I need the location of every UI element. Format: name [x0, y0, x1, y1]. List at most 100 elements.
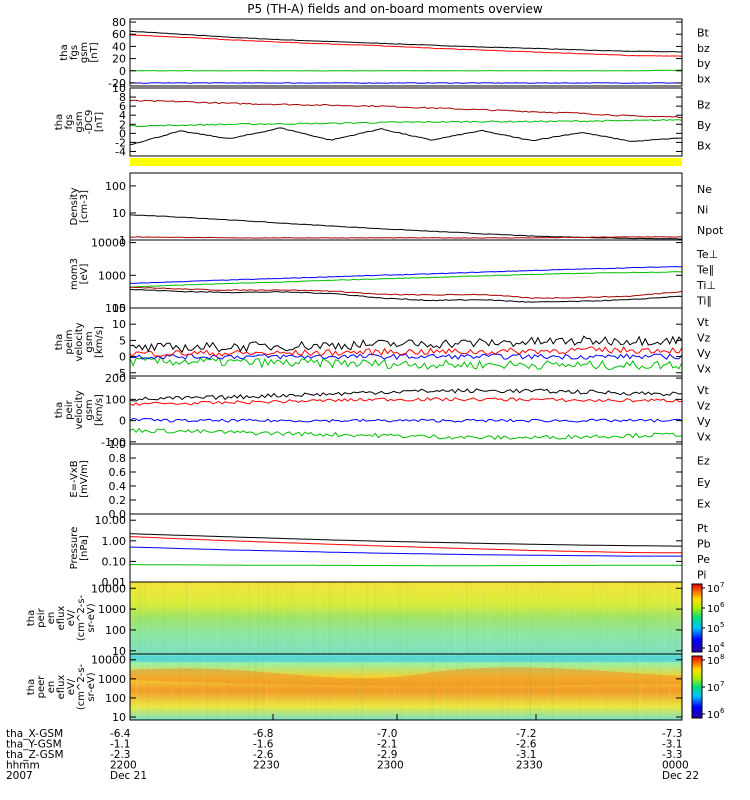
y-tick-label: 1000: [98, 673, 126, 686]
legend-label: Pb: [697, 537, 711, 550]
y-label-line: gsm: [84, 399, 95, 420]
panel-efield: 0.00.20.40.60.81.0 E=-VxB [mV/m] Ez Ey Ex: [69, 438, 711, 521]
colorbar-tick-exponent: 8: [720, 653, 724, 661]
ephemeris-axis: tha_X-GSM -6.4 -6.8 -7.0 -7.2 -7.3 tha_Y-GSM -1…: [6, 714, 699, 782]
y-tick-label: -100: [101, 436, 126, 449]
y-tick-label: 10000: [91, 654, 126, 667]
y-label-line: (cm^2-s-: [76, 663, 87, 710]
y-tick-label: -5: [115, 367, 126, 380]
panel-frame: [129, 18, 683, 87]
y-label-line: eflux: [56, 606, 67, 631]
y-label-line: tha: [26, 679, 37, 695]
y-label-line: en: [46, 681, 57, 694]
legend-label: Pi: [697, 568, 706, 581]
y-tick-label: 10000: [91, 582, 126, 595]
legend-label: Pe: [697, 553, 710, 566]
y-label-line: tha: [59, 44, 70, 60]
y-label-line: Pressure: [69, 527, 80, 570]
ephemeris-value: 0000: [662, 760, 689, 772]
y-tick-label: -4: [115, 145, 126, 158]
y-label-line: [cm-3]: [79, 190, 90, 223]
y-label-line: tha: [26, 610, 37, 626]
y-tick-label: 10.00: [95, 514, 127, 527]
legend-label: Vx: [697, 362, 712, 375]
y-label-line: [nT]: [94, 112, 105, 132]
series-fgs-Bt: [129, 30, 683, 53]
y-tick-label: -2: [115, 136, 126, 149]
y-label-line: [nT]: [89, 42, 100, 62]
series-pressure-Pe: [130, 564, 682, 567]
y-label-line: tha: [54, 402, 65, 418]
y-tick-label: 0.6: [109, 466, 127, 479]
series-temperature-Te⊥: [129, 286, 683, 300]
legend-label: Te⊥: [696, 248, 718, 261]
y-axis-label: tha peir en eflux eV/(cm^2-s-sr-eV): [26, 594, 97, 641]
y-tick-label: 0.8: [109, 452, 127, 465]
series-fgs-by: [129, 69, 683, 72]
y-label-line: [nPa]: [79, 535, 90, 561]
y-label-line: Density: [69, 187, 80, 225]
ephemeris-value: -2.6: [516, 739, 537, 751]
colorbar-tick-label: 10: [707, 584, 720, 595]
y-label-line: peir: [36, 607, 47, 627]
y-label-line: peim: [64, 329, 75, 354]
y-label-line: -DC9: [84, 110, 95, 135]
y-label-line: fgs: [69, 45, 80, 60]
y-label-line: gsm: [79, 42, 90, 63]
legend-label: Npot: [697, 224, 724, 237]
y-tick-label: 5: [119, 334, 126, 347]
series-peir-velocity-Vt: [129, 388, 683, 402]
y-tick-label: 0: [119, 127, 126, 140]
legend-label: Bz: [697, 98, 711, 111]
y-axis-label: E=-VxB [mV/m]: [69, 460, 90, 498]
ephemeris-value: -3.1: [516, 749, 537, 761]
y-tick-label: 100: [105, 624, 126, 637]
ephemeris-value: -3.3: [662, 749, 683, 761]
legend-label: Ex: [697, 497, 711, 510]
y-axis-label: tha peim velocity gsm [km/s]: [54, 322, 105, 361]
ephemeris-value: -1.1: [110, 739, 131, 751]
panel-density: 1 10 100 Density [cm-3] Ne Ni Npot: [69, 172, 724, 247]
y-tick-label: 2: [119, 118, 126, 131]
legend-label: Te∥: [696, 263, 714, 276]
panel-frame: [129, 375, 683, 445]
y-label-line: gsm: [84, 331, 95, 352]
ephemeris-value: Dec 22: [662, 770, 699, 782]
y-label-line: sr-eV): [86, 603, 97, 632]
legend-label: By: [697, 119, 712, 132]
colorbar: [691, 655, 703, 719]
ephemeris-value: -6.8: [253, 728, 274, 740]
colorbar-tick-label: 10: [707, 624, 720, 635]
y-tick-label: 1000: [98, 269, 126, 282]
series-fgs-dc-Bz: [129, 99, 682, 119]
y-label-line: en: [46, 612, 57, 625]
legend-label: Ne: [697, 183, 712, 196]
legend-label: Vx: [697, 430, 712, 443]
ephemeris-value: 2300: [377, 760, 404, 772]
ephemeris-value: -2.3: [110, 749, 131, 761]
y-label-line: eflux: [56, 675, 67, 700]
y-tick-label: 40: [112, 40, 126, 53]
series-peim-velocity-Vt: [129, 335, 683, 354]
colorbar-tick-label: 10: [707, 656, 720, 667]
y-label-line: eV/: [66, 678, 77, 695]
colorbar-tick-exponent: 6: [720, 707, 725, 715]
ephemeris-row-label: hhmm: [6, 760, 40, 772]
series-density-Ne: [130, 236, 682, 239]
spectrogram-frame: [129, 653, 683, 721]
ephemeris-value: -7.3: [662, 728, 683, 740]
series-peim-velocity-Vx: [129, 353, 683, 361]
panel-pressure: 0.01 0.10 1.00 10.00 Pressure [nPa] Pt Pb Pe Pi: [69, 513, 711, 589]
y-tick-label: 10: [112, 207, 126, 220]
ephemeris-value: -6.4: [110, 728, 131, 740]
y-tick-label: 100: [105, 692, 126, 705]
legend-label: Vy: [697, 415, 711, 428]
ephemeris-value: -2.6: [253, 749, 274, 761]
ephemeris-value: Dec 21: [110, 770, 147, 782]
y-tick-label: 200: [105, 372, 126, 385]
y-label-line: fgs: [64, 114, 75, 129]
y-tick-label: 8: [119, 91, 126, 104]
